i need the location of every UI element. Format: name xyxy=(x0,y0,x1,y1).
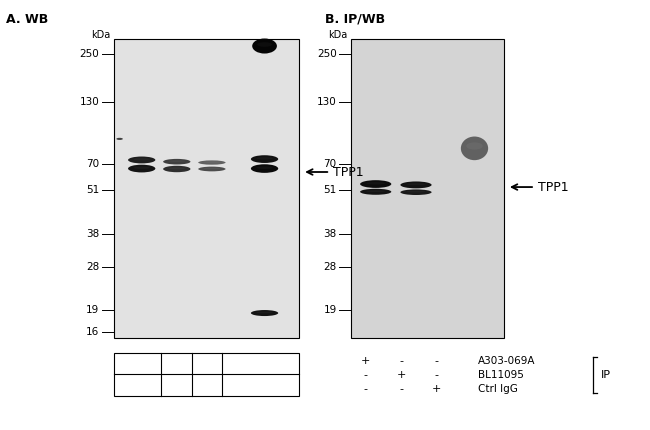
Text: -: - xyxy=(363,370,367,380)
Ellipse shape xyxy=(400,181,432,188)
Text: BL11095: BL11095 xyxy=(478,370,524,380)
Ellipse shape xyxy=(466,142,483,150)
Ellipse shape xyxy=(360,189,391,195)
Text: kDa: kDa xyxy=(328,30,348,40)
Text: TPP1: TPP1 xyxy=(333,166,363,178)
Text: 38: 38 xyxy=(324,229,337,240)
Text: 130: 130 xyxy=(80,97,99,108)
Text: -: - xyxy=(435,356,439,366)
Text: H: H xyxy=(269,380,277,390)
Text: Ctrl IgG: Ctrl IgG xyxy=(478,384,517,394)
Text: 28: 28 xyxy=(324,262,337,273)
Ellipse shape xyxy=(133,158,150,160)
Ellipse shape xyxy=(168,160,185,162)
Text: 250: 250 xyxy=(317,49,337,59)
Ellipse shape xyxy=(257,42,272,47)
Ellipse shape xyxy=(252,39,277,53)
Text: kDa: kDa xyxy=(91,30,111,40)
Text: 250: 250 xyxy=(80,49,99,59)
Text: +: + xyxy=(361,356,370,366)
Text: 19: 19 xyxy=(86,305,99,316)
Text: -: - xyxy=(363,384,367,394)
Text: 38: 38 xyxy=(86,229,99,240)
Bar xyxy=(114,39,299,338)
Ellipse shape xyxy=(256,166,273,169)
Text: 51: 51 xyxy=(86,185,99,195)
Text: +: + xyxy=(432,384,441,394)
Text: -: - xyxy=(399,356,403,366)
Text: 15: 15 xyxy=(170,358,183,369)
Ellipse shape xyxy=(198,160,226,165)
Ellipse shape xyxy=(163,166,190,172)
Text: 70: 70 xyxy=(86,159,99,169)
Ellipse shape xyxy=(251,310,278,316)
Text: +: + xyxy=(396,370,406,380)
Ellipse shape xyxy=(251,164,278,173)
Ellipse shape xyxy=(360,180,391,188)
Text: 5: 5 xyxy=(203,358,211,369)
Text: IP: IP xyxy=(601,370,611,380)
Ellipse shape xyxy=(461,137,488,160)
Ellipse shape xyxy=(163,159,190,165)
Ellipse shape xyxy=(256,157,273,160)
Ellipse shape xyxy=(198,166,226,172)
Text: -: - xyxy=(399,384,403,394)
Text: 50: 50 xyxy=(131,358,144,369)
Text: Jurkat: Jurkat xyxy=(152,380,185,390)
Ellipse shape xyxy=(407,191,425,193)
Bar xyxy=(351,39,504,338)
Text: 70: 70 xyxy=(324,159,337,169)
Ellipse shape xyxy=(203,162,220,163)
Ellipse shape xyxy=(251,155,278,163)
Text: 51: 51 xyxy=(324,185,337,195)
Text: 50: 50 xyxy=(254,358,268,369)
Text: B. IP/WB: B. IP/WB xyxy=(325,13,385,26)
Text: 19: 19 xyxy=(324,305,337,316)
Ellipse shape xyxy=(367,190,385,192)
Ellipse shape xyxy=(116,138,123,140)
Ellipse shape xyxy=(400,189,432,195)
Text: 130: 130 xyxy=(317,97,337,108)
Ellipse shape xyxy=(133,166,150,169)
Ellipse shape xyxy=(367,182,385,184)
Ellipse shape xyxy=(407,183,425,185)
Text: A303-069A: A303-069A xyxy=(478,356,535,366)
Text: -: - xyxy=(435,370,439,380)
Ellipse shape xyxy=(203,168,220,169)
Ellipse shape xyxy=(168,167,185,169)
Text: 28: 28 xyxy=(86,262,99,273)
Ellipse shape xyxy=(128,165,155,172)
Ellipse shape xyxy=(256,311,273,313)
Text: A. WB: A. WB xyxy=(6,13,49,26)
Text: 16: 16 xyxy=(86,327,99,337)
Ellipse shape xyxy=(128,157,155,163)
Text: TPP1: TPP1 xyxy=(538,181,568,194)
Bar xyxy=(114,353,299,396)
